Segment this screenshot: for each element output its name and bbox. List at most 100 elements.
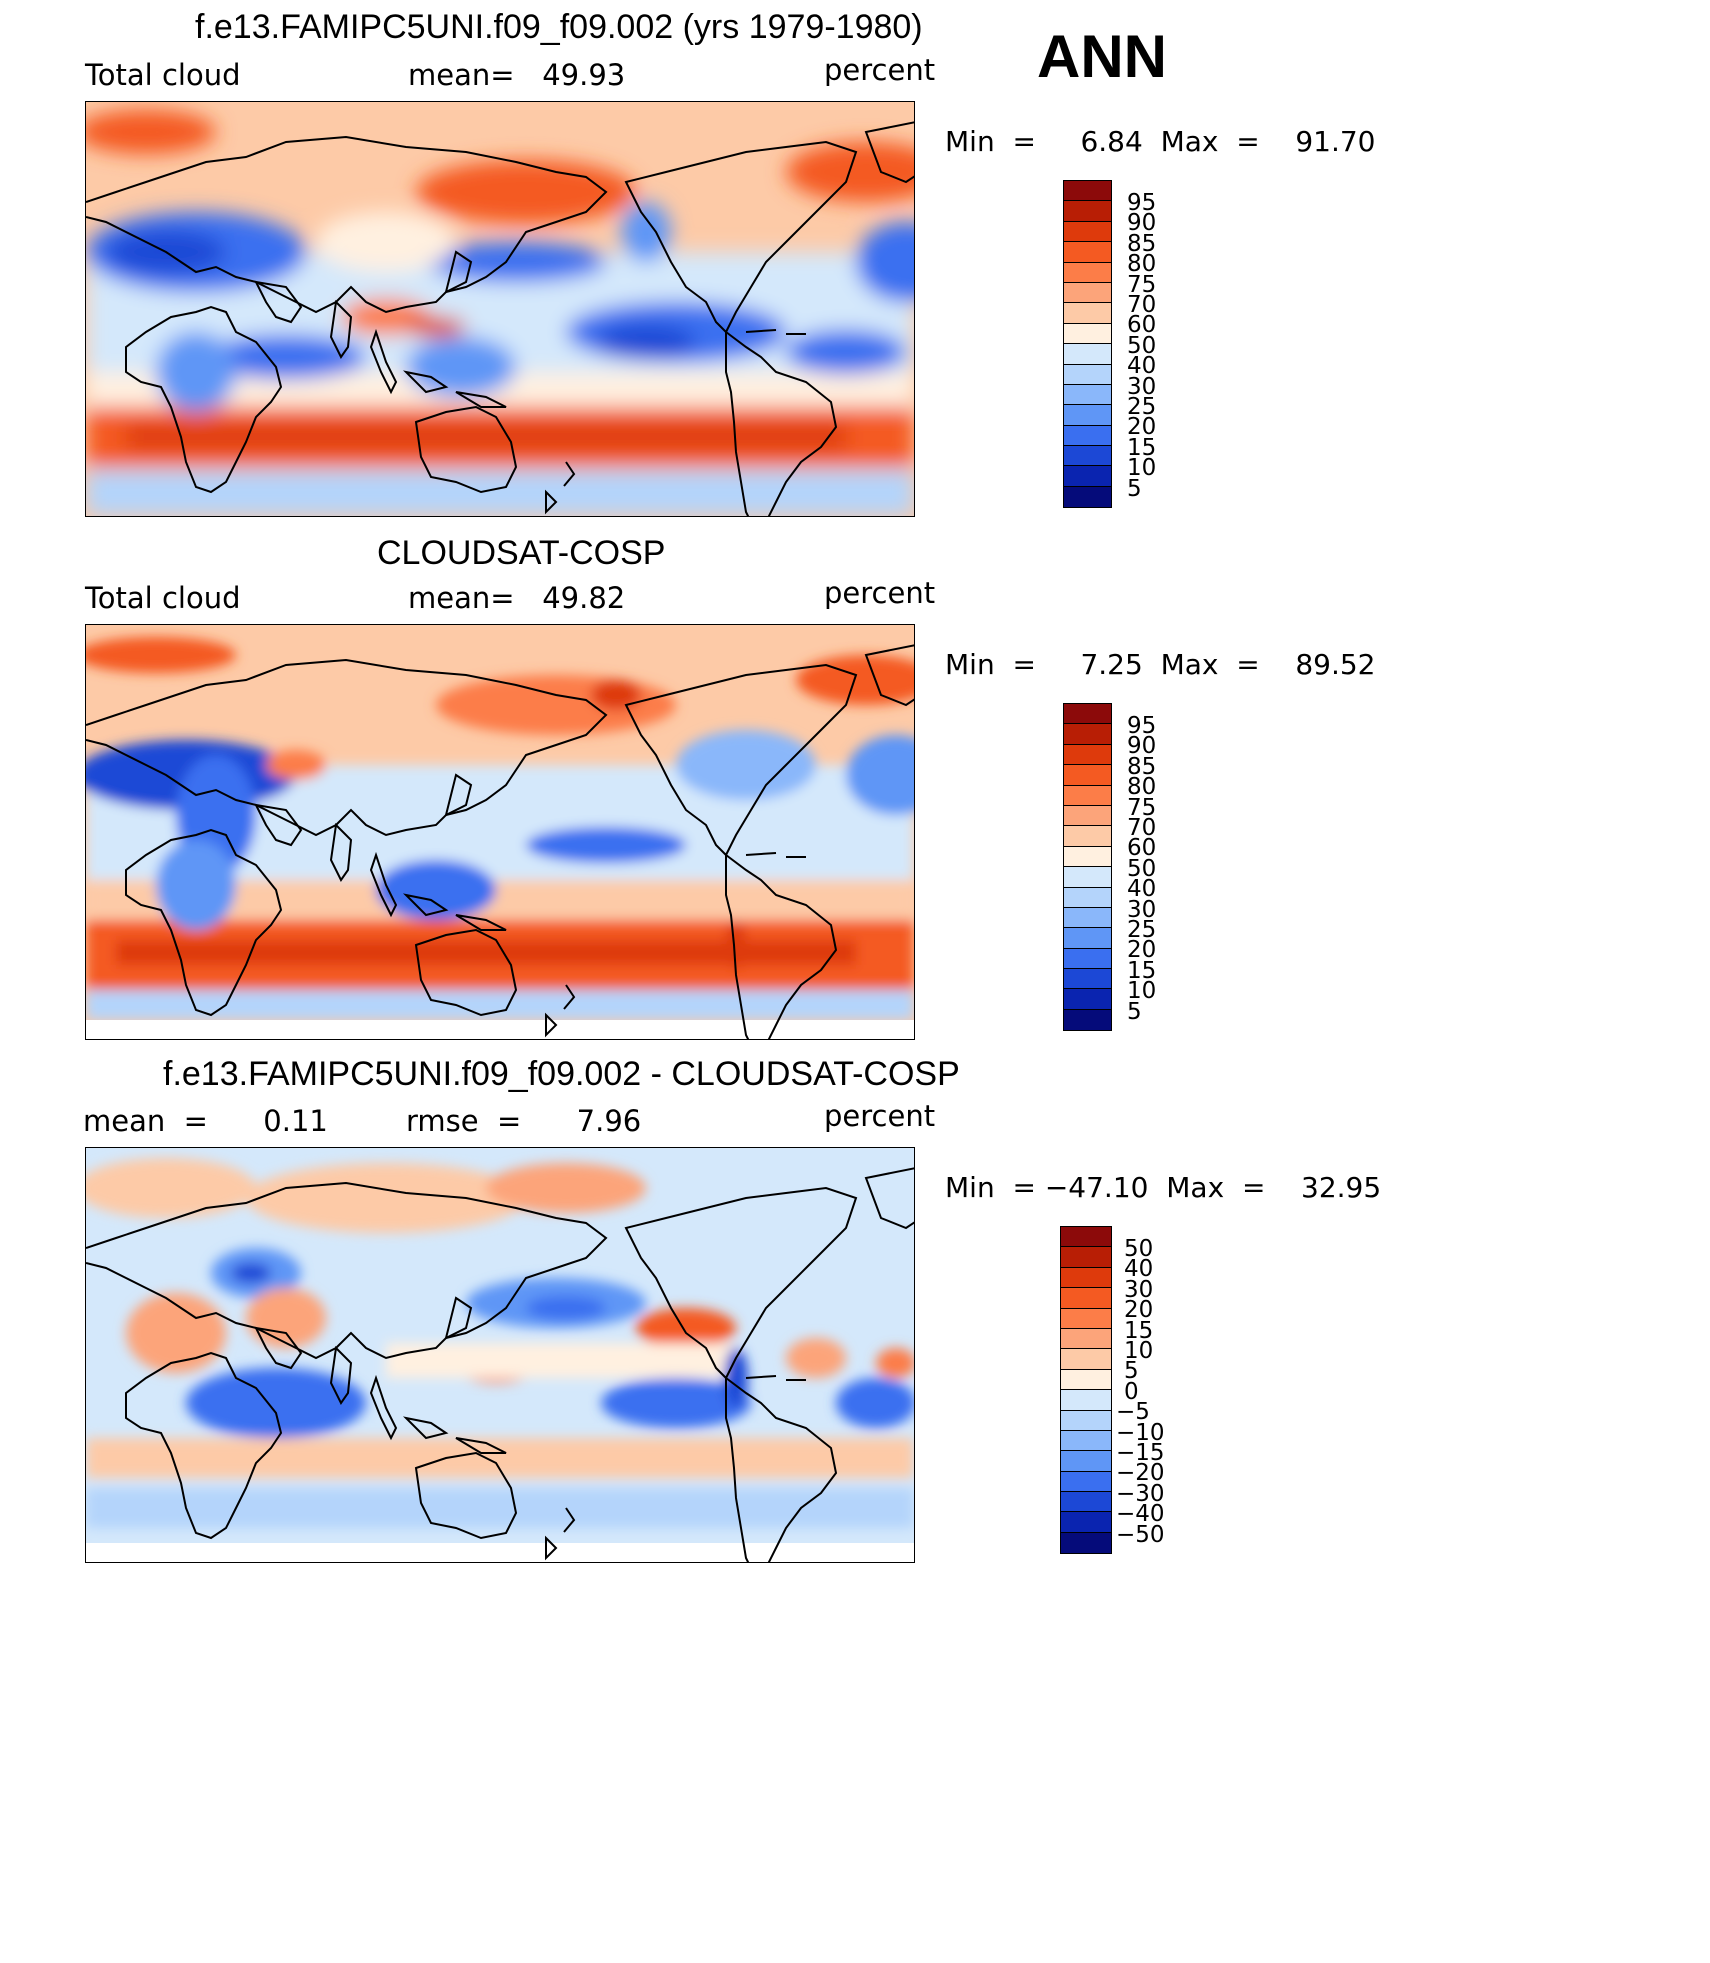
colorbar-segment <box>1064 989 1111 1010</box>
colorbar-segment <box>1064 201 1111 222</box>
colorbar-segment <box>1064 384 1111 406</box>
panel2-map <box>85 624 915 1040</box>
colorbar-segment <box>1064 846 1111 868</box>
colorbar-segment <box>1064 724 1111 745</box>
region-antarctic-band <box>86 990 914 1020</box>
region-southern-indian-ocean <box>186 1368 366 1438</box>
region-north-pacific-subtropics <box>426 242 606 282</box>
colorbar-tick-label: 60 <box>1127 312 1157 339</box>
region-tibet <box>266 750 326 780</box>
region-north-pacific-blue-core <box>526 1296 606 1320</box>
region-north-pacific-storm-track <box>436 675 676 735</box>
colorbar-segment <box>1064 262 1111 283</box>
region-southern-ocean-core <box>126 424 846 449</box>
colorbar-tick-label: 50 <box>1127 855 1157 882</box>
colorbar-tick-label: 5 <box>1124 1358 1139 1385</box>
colorbar-tick-label: 30 <box>1124 1276 1154 1303</box>
panel2-minmax: Min = 7.25 Max = 89.52 <box>945 648 1376 681</box>
region-north-america-blue <box>676 730 816 800</box>
colorbar-tick-label: −50 <box>1116 1521 1165 1548</box>
colorbar-segment <box>1064 303 1111 324</box>
colorbar-segment <box>1064 446 1111 467</box>
colorbar-tick-label: −20 <box>1116 1460 1165 1487</box>
colorbar-tick-label: 80 <box>1127 774 1157 801</box>
panel1-map <box>85 101 915 517</box>
region-west-us-red <box>591 680 641 710</box>
panel3-map <box>85 1147 915 1563</box>
colorbar-segment <box>1064 867 1111 888</box>
colorbar-segment <box>1064 405 1111 426</box>
colorbar-tick-label: 20 <box>1127 414 1157 441</box>
colorbar-tick-label: 10 <box>1127 978 1157 1005</box>
colorbar-segment <box>1061 1267 1111 1289</box>
colorbar-segment <box>1064 928 1111 949</box>
panel1-center-label: mean= 49.93 <box>408 58 626 92</box>
panel3-missing-data <box>86 1543 914 1562</box>
colorbar-tick-label: 0 <box>1124 1378 1139 1405</box>
colorbar-tick-label: −10 <box>1116 1419 1165 1446</box>
region-south-atlantic <box>786 330 906 374</box>
colorbar-tick-label: 90 <box>1127 733 1157 760</box>
region-south-indian-ocean <box>206 335 366 379</box>
region-asia-light <box>316 212 456 272</box>
colorbar-tick-label: 95 <box>1127 712 1157 739</box>
panel1-left-label: Total cloud <box>85 58 241 92</box>
colorbar-segment <box>1064 221 1111 243</box>
region-east-pacific-itcz <box>636 1308 736 1348</box>
region-australia <box>376 860 496 920</box>
panel2-center-label: mean= 49.82 <box>408 581 626 615</box>
region-europe-light-red <box>86 1158 256 1218</box>
colorbar-tick-label: 20 <box>1124 1297 1154 1324</box>
colorbar-tick-label: 75 <box>1127 794 1157 821</box>
colorbar-tick-label: 20 <box>1127 937 1157 964</box>
region-india-red <box>246 1288 326 1348</box>
region-southern-africa <box>156 840 236 930</box>
panel3-colorbar <box>1060 1226 1112 1555</box>
colorbar-tick-label: 10 <box>1124 1337 1154 1364</box>
panel3-units: percent <box>824 1099 936 1133</box>
region-southern-africa <box>156 332 236 412</box>
colorbar-tick-label: 90 <box>1127 210 1157 237</box>
colorbar-tick-label: 25 <box>1127 916 1157 943</box>
colorbar-segment <box>1061 1532 1111 1554</box>
panel1-colorbar <box>1063 180 1112 509</box>
region-north-pacific-light-red <box>486 1163 646 1213</box>
colorbar-segment <box>1064 1009 1111 1031</box>
region-atlantic-red <box>876 1348 914 1378</box>
region-europe-red <box>86 637 236 673</box>
colorbar-tick-label: 70 <box>1127 814 1157 841</box>
panel1-minmax: Min = 6.84 Max = 91.70 <box>945 125 1376 158</box>
colorbar-tick-label: −5 <box>1116 1399 1150 1426</box>
panel3-center-label: rmse = 7.96 <box>406 1104 642 1138</box>
colorbar-tick-label: 80 <box>1127 251 1157 278</box>
region-tropical-light <box>386 1343 736 1378</box>
colorbar-tick-label: 5 <box>1127 475 1142 502</box>
panel2-units: percent <box>824 576 936 610</box>
colorbar-tick-label: 15 <box>1127 957 1157 984</box>
colorbar-tick-label: 85 <box>1127 753 1157 780</box>
colorbar-segment <box>1064 907 1111 929</box>
colorbar-tick-label: 60 <box>1127 835 1157 862</box>
colorbar-tick-label: 15 <box>1127 434 1157 461</box>
colorbar-segment <box>1064 323 1111 345</box>
panel3-minmax: Min = −47.10 Max = 32.95 <box>945 1171 1382 1204</box>
panel1-title: f.e13.FAMIPC5UNI.f09_f09.002 (yrs 1979-1… <box>195 8 923 46</box>
region-new-guinea <box>406 317 466 337</box>
colorbar-tick-label: 15 <box>1124 1317 1154 1344</box>
region-atlantic-blue <box>846 735 914 815</box>
colorbar-segment <box>1064 744 1111 766</box>
colorbar-segment <box>1061 1288 1111 1309</box>
region-europe-red <box>86 110 216 154</box>
colorbar-segment <box>1061 1349 1111 1370</box>
season-label: ANN <box>1037 23 1167 90</box>
region-southeast-pacific-core <box>596 324 696 360</box>
region-australia <box>406 337 516 397</box>
colorbar-segment <box>1061 1369 1111 1391</box>
colorbar-tick-label: 25 <box>1127 393 1157 420</box>
colorbar-tick-label: 40 <box>1124 1256 1154 1283</box>
colorbar-tick-label: −30 <box>1116 1480 1165 1507</box>
colorbar-tick-label: 40 <box>1127 353 1157 380</box>
colorbar-tick-label: −40 <box>1116 1501 1165 1528</box>
region-tibet-core <box>231 1263 271 1283</box>
region-antarctic-blue <box>86 470 914 516</box>
